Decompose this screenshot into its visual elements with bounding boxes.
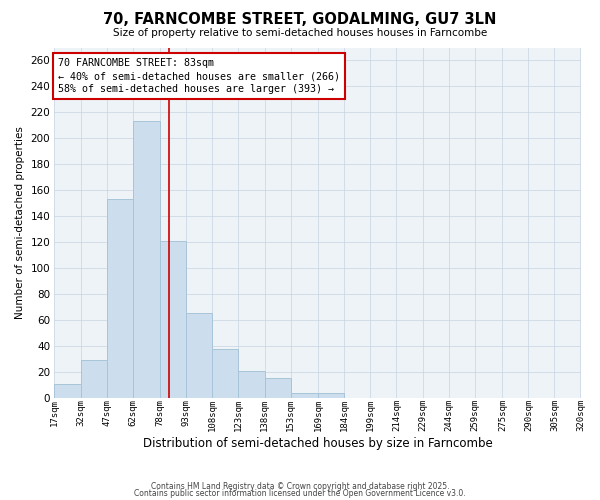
- Bar: [319, 392, 344, 398]
- Bar: [187, 314, 212, 398]
- X-axis label: Distribution of semi-detached houses by size in Farncombe: Distribution of semi-detached houses by …: [143, 437, 493, 450]
- Bar: [212, 348, 238, 398]
- Text: 70 FARNCOMBE STREET: 83sqm
← 40% of semi-detached houses are smaller (266)
58% o: 70 FARNCOMBE STREET: 83sqm ← 40% of semi…: [58, 58, 340, 94]
- Bar: [55, 384, 80, 398]
- Text: Contains HM Land Registry data © Crown copyright and database right 2025.: Contains HM Land Registry data © Crown c…: [151, 482, 449, 491]
- Bar: [160, 241, 187, 398]
- Bar: [290, 392, 319, 398]
- Text: Contains public sector information licensed under the Open Government Licence v3: Contains public sector information licen…: [134, 490, 466, 498]
- Bar: [80, 360, 107, 398]
- Bar: [107, 200, 133, 398]
- Bar: [265, 378, 290, 398]
- Text: Size of property relative to semi-detached houses houses in Farncombe: Size of property relative to semi-detach…: [113, 28, 487, 38]
- Bar: [238, 370, 265, 398]
- Text: 70, FARNCOMBE STREET, GODALMING, GU7 3LN: 70, FARNCOMBE STREET, GODALMING, GU7 3LN: [103, 12, 497, 28]
- Y-axis label: Number of semi-detached properties: Number of semi-detached properties: [15, 126, 25, 319]
- Bar: [133, 122, 160, 398]
